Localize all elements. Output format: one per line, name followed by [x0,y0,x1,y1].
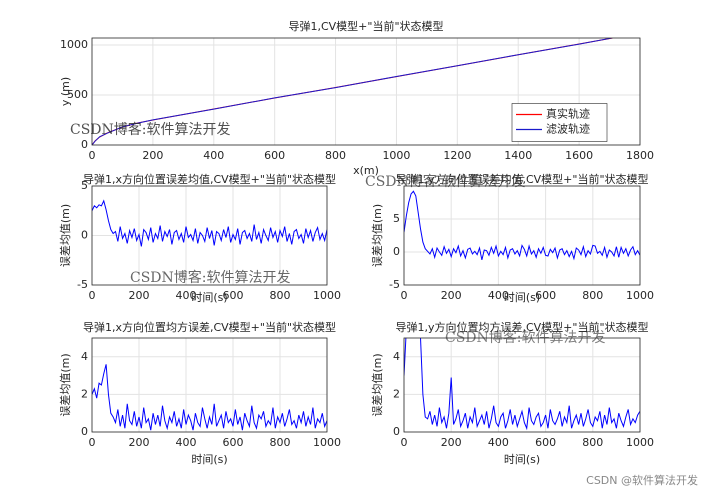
y-tick-label: 1000 [60,38,88,51]
x-tick-label: 200 [129,436,150,449]
x-tick-label: 1000 [382,149,410,162]
y-tick-label: 0 [81,229,88,242]
x-tick-label: 400 [488,289,509,302]
y-tick-label: 4 [393,350,400,363]
x-tick-label: 400 [176,289,197,302]
y-tick-label: 5 [393,212,400,225]
x-tick-label: 600 [223,289,244,302]
axes-box [403,185,641,286]
y-tick-label: 5 [81,179,88,192]
footer: CSDN @软件算法开发 [586,473,698,487]
y-tick-label: 0 [81,138,88,151]
x-axis-label: 时间(s) [504,453,540,466]
x-tick-label: 1800 [626,149,654,162]
series-line [92,38,613,145]
chart-title: 导弹1,x方向位置均方误差,CV模型+"当前"状态模型 [83,320,336,334]
legend-box [511,103,608,142]
x-tick-label: 1000 [313,289,341,302]
plot-area [404,338,640,431]
watermark: CSDN博客:软件算法开发 [365,173,526,190]
chart-title: 导弹1,y方向位置误差均值,CV模型+"当前"状态模型 [395,172,648,186]
x-tick-label: 0 [89,289,96,302]
y-axis-label: 误差均值(m) [370,204,384,267]
x-axis-label: 时间(s) [191,453,227,466]
x-tick-label: 600 [223,436,244,449]
x-axis-label: x(m) [353,164,379,177]
plot-area [92,199,327,247]
x-tick-label: 1200 [443,149,471,162]
watermark: CSDN博客:软件算法开发 [130,269,291,286]
y-axis-label: 误差均值(m) [58,204,72,267]
x-tick-label: 200 [441,436,462,449]
x-tick-label: 200 [129,289,150,302]
y-tick-label: 0 [393,245,400,258]
y-tick-label: 2 [393,387,400,400]
y-tick-label: 0 [81,425,88,438]
x-tick-label: 400 [176,436,197,449]
y-tick-label: 500 [67,88,88,101]
y-axis-label: 误差均值(m) [58,353,72,416]
y-tick-label: 4 [81,350,88,363]
axes-box [91,337,328,433]
axes-box [91,37,641,146]
x-tick-label: 800 [270,289,291,302]
legend-label: 真实轨迹 [546,107,590,121]
y-axis-label: 误差均值(m) [370,353,384,416]
chart-title: 导弹1,x方向位置误差均值,CV模型+"当前"状态模型 [83,172,336,186]
x-tick-label: 0 [89,149,96,162]
x-tick-label: 400 [488,436,509,449]
x-tick-label: 600 [535,436,556,449]
series-line [404,338,640,431]
x-tick-label: 1000 [626,289,654,302]
x-tick-label: 600 [535,289,556,302]
plot-area [92,38,613,145]
x-axis-label: 时间(s) [504,291,540,304]
x-tick-label: 0 [401,289,408,302]
x-tick-label: 600 [264,149,285,162]
watermark: CSDN博客:软件算法开发 [70,121,231,138]
legend-label: 滤波轨迹 [546,122,590,136]
x-tick-label: 800 [325,149,346,162]
y-tick-label: 2 [81,387,88,400]
x-tick-label: 1400 [504,149,532,162]
axes-bg [404,186,640,285]
watermark: CSDN博客:软件算法开发 [445,329,606,346]
x-axis-label: 时间(s) [191,291,227,304]
x-tick-label: 200 [142,149,163,162]
axes-box [403,337,641,433]
plot-area [404,190,640,261]
x-tick-label: 800 [582,289,603,302]
x-tick-label: 1000 [626,436,654,449]
x-tick-label: 0 [401,436,408,449]
chart-title: 导弹1,CV模型+"当前"状态模型 [288,19,443,33]
y-axis-label: y (m) [59,77,72,106]
y-tick-label: -5 [77,278,88,291]
x-tick-label: 0 [89,436,96,449]
y-tick-label: 0 [393,425,400,438]
x-tick-label: 400 [203,149,224,162]
axes-box [91,185,328,286]
plot-area [92,364,327,431]
series-line [404,190,640,261]
x-tick-label: 1000 [313,436,341,449]
x-tick-label: 1600 [565,149,593,162]
series-line [92,364,327,431]
y-tick-label: -5 [389,278,400,291]
x-tick-label: 800 [270,436,291,449]
x-tick-label: 200 [441,289,462,302]
chart-title: 导弹1,y方向位置均方误差,CV模型+"当前"状态模型 [395,320,648,334]
x-tick-label: 800 [582,436,603,449]
series-line [92,199,327,247]
